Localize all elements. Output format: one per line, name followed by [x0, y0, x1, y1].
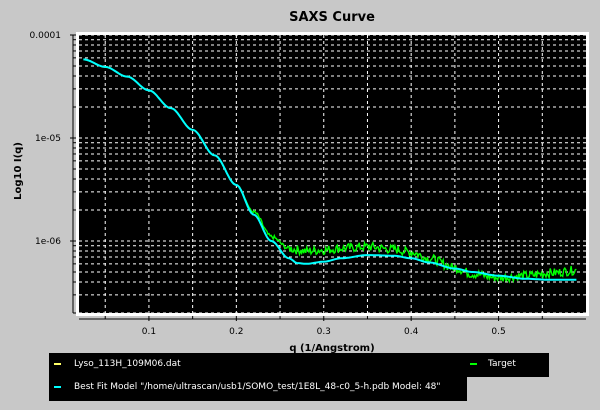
x-tick-label: 0.5 [491, 327, 505, 337]
series-lines [83, 58, 577, 284]
legend-swatch-best-fit [54, 386, 61, 388]
plot-area[interactable] [79, 35, 586, 313]
legend-swatch-dataset [54, 363, 61, 365]
x-tick-label: 0.1 [142, 327, 156, 337]
axes: 0.1 0.2 0.3 0.4 0.5 0.0001 1e-05 1e-06 [30, 31, 586, 337]
x-tick-label: 0.2 [229, 327, 243, 337]
y-tick-label: 1e-06 [35, 237, 61, 247]
y-axis-label: Log10 I(q) [13, 142, 24, 200]
y-tick-label: 0.0001 [30, 31, 62, 41]
x-tick-label: 0.4 [404, 327, 419, 337]
x-tick-label: 0.3 [317, 327, 331, 337]
chart-title: SAXS Curve [289, 10, 375, 25]
legend-label-dataset: Lyso_113H_109M06.dat [74, 359, 181, 369]
series-line-best-fit [83, 58, 577, 281]
legend-swatch-target [470, 363, 477, 365]
x-axis-label: q (1/Angstrom) [289, 343, 374, 354]
grid-lines [79, 34, 586, 314]
y-tick-label: 1e-05 [35, 134, 61, 144]
legend-label-target: Target [488, 359, 516, 369]
legend-box-left: Lyso_113H_109M06.dat Best Fit Model "/ho… [49, 353, 467, 401]
legend-box-right: Target [462, 353, 549, 377]
legend-label-best-fit: Best Fit Model "/home/ultrascan/usb1/SOM… [74, 382, 441, 392]
